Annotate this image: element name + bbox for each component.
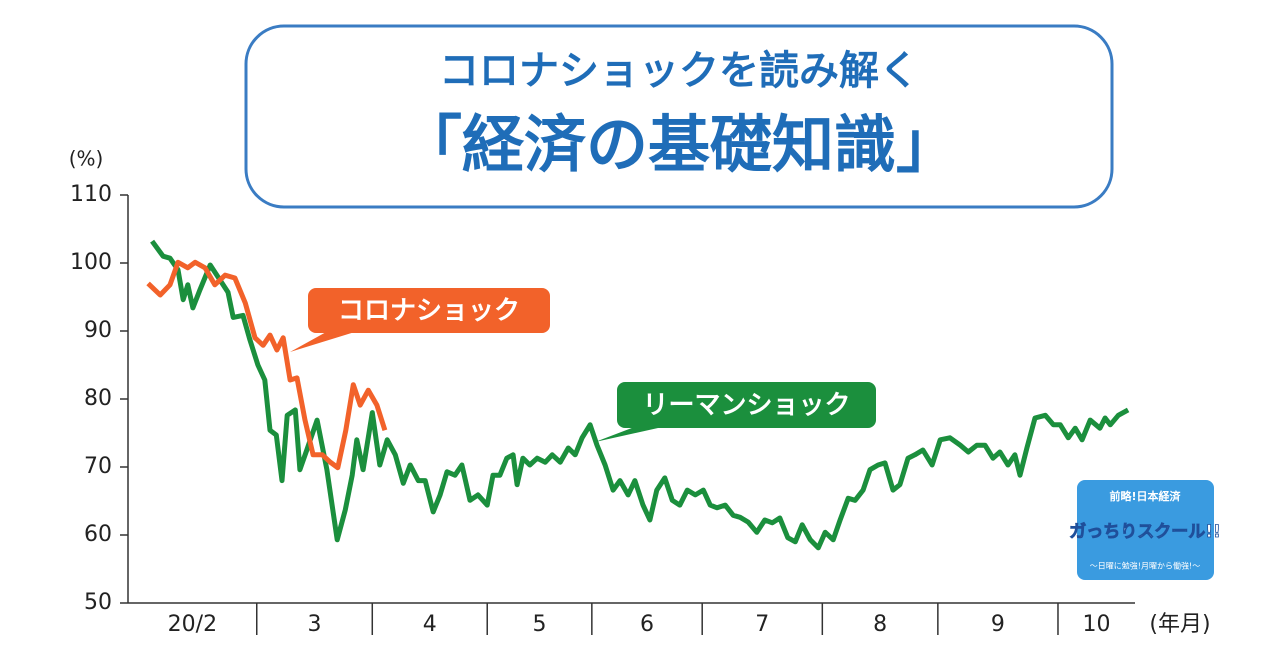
- y-tick-label: 100: [70, 250, 112, 275]
- y-tick-label: 80: [84, 386, 112, 411]
- callout-box: [308, 288, 550, 333]
- x-tick-label: 5: [533, 612, 547, 637]
- logo-main: ガっちりスクール!!: [1069, 522, 1221, 542]
- callout-pointer: [290, 331, 358, 352]
- x-tick-label: 9: [991, 612, 1005, 637]
- x-tick-label: 20/2: [168, 612, 217, 637]
- x-tick-label: 7: [755, 612, 769, 637]
- chart-subtitle: 「経済の基礎知識」: [400, 108, 958, 181]
- callout-pointer: [595, 426, 667, 442]
- logo: 前略!日本経済 ガっちりスクール!! 〜日曜に勉強!月曜から働強!〜: [1069, 480, 1221, 580]
- x-tick-label: 4: [423, 612, 437, 637]
- y-tick-label: 70: [84, 454, 112, 479]
- logo-bottom: 〜日曜に勉強!月曜から働強!〜: [1090, 561, 1200, 571]
- x-tick-label: 6: [640, 612, 654, 637]
- logo-bg: [1077, 480, 1214, 580]
- y-tick-label: 50: [84, 590, 112, 615]
- callout: リーマンショック: [595, 382, 876, 442]
- y-tick-label: 90: [84, 318, 112, 343]
- y-axis-label: (%): [69, 147, 104, 171]
- x-tick-label: 8: [873, 612, 887, 637]
- title-box: [244, 24, 1114, 209]
- legend-label: コロナショック: [338, 296, 520, 326]
- callout: コロナショック: [290, 288, 550, 352]
- x-tick-label: 10: [1082, 612, 1110, 637]
- x-tick-label: 3: [308, 612, 322, 637]
- y-tick-label: 110: [70, 182, 112, 207]
- legend-label: リーマンショック: [642, 391, 850, 421]
- chart-title: コロナショックを読み解く: [439, 47, 919, 94]
- series-line: [150, 239, 1130, 551]
- callout-box: [617, 382, 876, 428]
- series-line: [146, 259, 388, 471]
- y-tick-label: 60: [84, 522, 112, 547]
- x-axis-label: (年月): [1149, 612, 1210, 637]
- logo-top: 前略!日本経済: [1109, 489, 1181, 503]
